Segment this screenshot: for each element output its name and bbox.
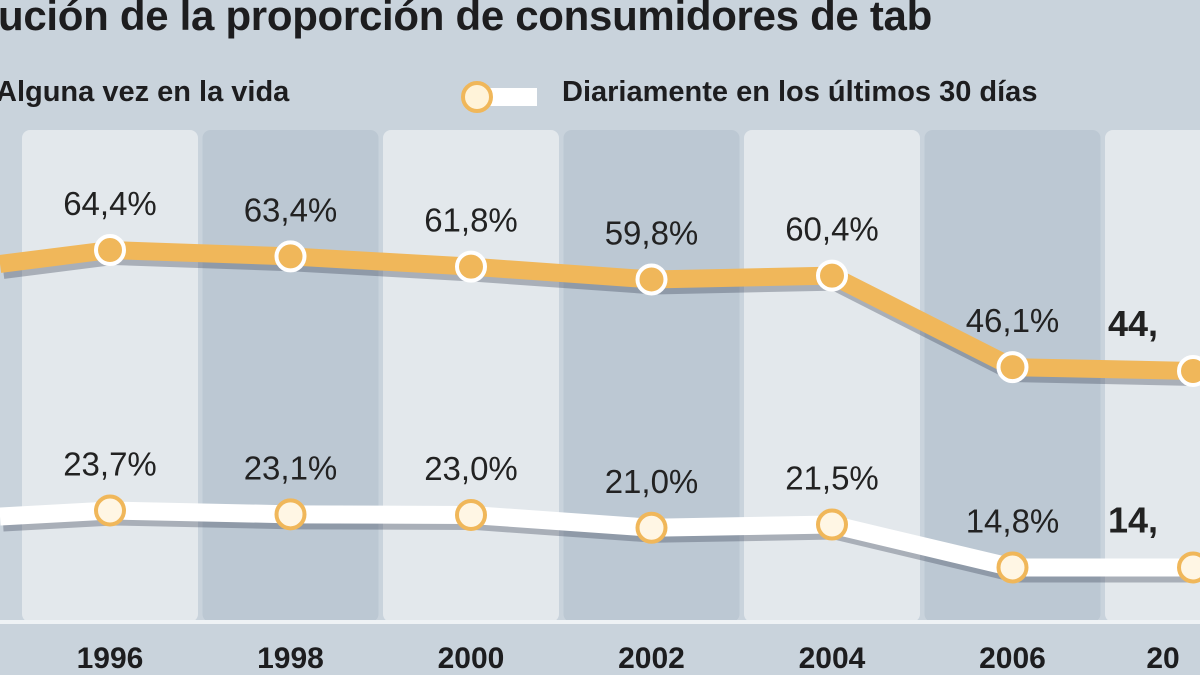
data-label-1-2002: 59,8% <box>605 214 699 251</box>
data-label-2-2004: 21,5% <box>785 460 879 497</box>
data-point-1-2000 <box>455 250 487 283</box>
data-point-2-20 <box>1177 551 1200 584</box>
x-tick-1998: 1998 <box>257 642 324 675</box>
data-point-1-1996 <box>94 234 126 266</box>
x-tick-20: 20 <box>1146 642 1179 675</box>
x-tick-2004: 2004 <box>799 642 866 675</box>
data-point-2-2002 <box>635 511 668 544</box>
legend-series-2: Diariamente en los últimos 30 días <box>562 76 1038 108</box>
data-point-1-20 <box>1177 354 1200 387</box>
data-point-2-2000 <box>455 498 487 531</box>
data-label-1-1996: 64,4% <box>63 185 157 222</box>
data-point-1-2004 <box>816 259 848 292</box>
x-tick-2000: 2000 <box>438 642 505 675</box>
data-point-1-1998 <box>274 240 307 273</box>
data-label-1-20: 44, <box>1108 303 1158 344</box>
data-label-2-20: 14, <box>1108 499 1158 540</box>
data-label-1-2004: 60,4% <box>785 211 879 248</box>
series-line-1 <box>0 241 1194 380</box>
x-tick-1996: 1996 <box>77 642 144 675</box>
x-tick-2002: 2002 <box>618 642 685 675</box>
data-point-1-2006 <box>996 351 1029 384</box>
data-point-2-2006 <box>996 551 1029 584</box>
data-label-2-2002: 21,0% <box>605 463 699 500</box>
column-bg-2004 <box>744 130 920 622</box>
data-point-2-1996 <box>94 494 126 527</box>
data-label-2-1998: 23,1% <box>244 449 338 486</box>
legend-marker-series-2 <box>461 81 537 113</box>
data-point-2-2004 <box>816 508 848 541</box>
data-point-1-2002 <box>635 263 668 296</box>
data-label-1-2006: 46,1% <box>966 302 1060 339</box>
legend-series-1: Alguna vez en la vida <box>0 76 290 108</box>
data-label-2-2000: 23,0% <box>424 450 518 487</box>
column-bg-2000 <box>383 130 559 622</box>
chart-title: ución de la proporción de consumidores d… <box>0 0 932 39</box>
data-point-2-1998 <box>274 498 307 531</box>
data-label-2-2006: 14,8% <box>966 502 1060 539</box>
data-label-2-1996: 23,7% <box>63 445 157 482</box>
data-label-1-2000: 61,8% <box>424 202 518 239</box>
x-tick-2006: 2006 <box>979 642 1046 675</box>
data-label-1-1998: 63,4% <box>244 191 338 228</box>
column-bg-2002 <box>563 130 740 622</box>
series-line-2 <box>0 501 1193 577</box>
